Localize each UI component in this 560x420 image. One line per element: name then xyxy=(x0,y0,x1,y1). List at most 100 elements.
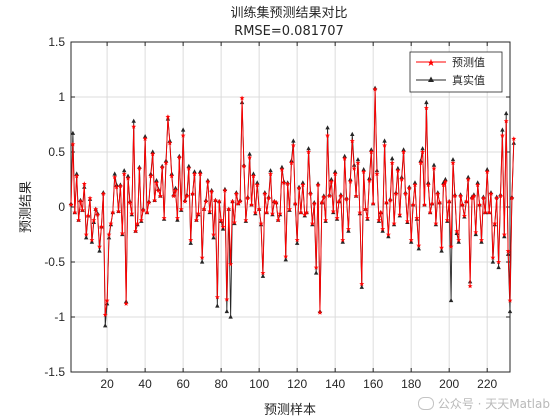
point-actual xyxy=(268,168,273,173)
point-predicted xyxy=(345,226,351,232)
point-predicted xyxy=(250,173,256,179)
point-predicted xyxy=(370,201,376,206)
point-predicted xyxy=(184,193,190,199)
point-actual xyxy=(412,180,418,185)
point-actual xyxy=(484,167,490,172)
point-predicted xyxy=(174,215,180,221)
point-actual xyxy=(122,168,127,173)
point-predicted xyxy=(283,253,289,259)
point-predicted xyxy=(144,209,150,215)
point-actual xyxy=(283,257,288,262)
chart-subtitle: RMSE=0.081707 xyxy=(234,24,344,39)
point-predicted xyxy=(313,264,319,270)
point-predicted xyxy=(266,195,272,201)
point-predicted xyxy=(169,173,175,179)
point-predicted xyxy=(458,193,464,199)
legend-box xyxy=(409,51,503,93)
point-actual xyxy=(355,157,361,162)
point-actual xyxy=(150,149,155,154)
point-predicted xyxy=(247,154,253,160)
point-predicted xyxy=(423,105,429,111)
point-actual xyxy=(448,297,454,303)
point-predicted xyxy=(467,283,473,289)
line-predicted xyxy=(70,89,515,315)
point-actual xyxy=(247,151,252,156)
point-predicted xyxy=(408,237,414,243)
point-predicted xyxy=(74,173,80,179)
point-predicted xyxy=(435,191,441,196)
point-predicted xyxy=(509,195,515,201)
point-predicted xyxy=(372,86,378,92)
legend: ★ 预测值 真实值 xyxy=(409,51,503,93)
legend-label-actual: 真实值 xyxy=(452,73,485,87)
point-predicted xyxy=(195,211,201,216)
point-predicted xyxy=(427,209,433,215)
point-actual xyxy=(359,284,364,289)
point-predicted xyxy=(498,193,503,199)
point-actual xyxy=(97,248,102,253)
point-predicted xyxy=(326,193,332,199)
point-predicted xyxy=(376,217,382,223)
point-predicted xyxy=(292,201,298,206)
point-actual xyxy=(332,169,338,174)
point-predicted xyxy=(98,224,104,229)
point-predicted xyxy=(68,202,74,207)
legend-marker-predicted: ★ xyxy=(427,58,436,69)
point-predicted xyxy=(140,207,146,213)
point-predicted xyxy=(460,202,465,207)
point-predicted xyxy=(364,215,370,221)
point-predicted xyxy=(167,140,173,146)
point-predicted xyxy=(256,206,262,212)
point-predicted xyxy=(93,206,99,212)
point-actual xyxy=(350,131,355,136)
point-predicted xyxy=(302,212,308,217)
point-predicted xyxy=(387,197,393,203)
point-predicted xyxy=(384,200,389,205)
point-predicted xyxy=(245,195,251,201)
point-predicted xyxy=(243,217,249,223)
y-tick-label: -1 xyxy=(54,310,65,324)
point-predicted xyxy=(300,182,306,188)
point-actual xyxy=(424,99,429,105)
point-predicted xyxy=(347,179,353,184)
point-predicted xyxy=(146,200,152,205)
point-predicted xyxy=(264,209,270,215)
point-predicted xyxy=(79,207,85,213)
point-predicted xyxy=(279,167,285,172)
point-predicted xyxy=(275,217,281,223)
chart-title: 训练集预测结果对比 xyxy=(230,5,347,21)
point-predicted xyxy=(505,248,511,254)
point-actual xyxy=(220,226,226,231)
x-tick-label: 180 xyxy=(401,377,421,391)
point-actual xyxy=(192,169,197,174)
point-predicted xyxy=(222,187,228,193)
point-predicted xyxy=(351,165,357,171)
point-predicted xyxy=(131,124,137,129)
point-actual xyxy=(142,134,148,139)
watermark-text: 公众号 · 天天Matlab xyxy=(437,397,550,411)
point-actual xyxy=(369,147,374,152)
point-predicted xyxy=(78,198,83,204)
point-predicted xyxy=(117,183,123,189)
point-predicted xyxy=(429,201,435,206)
y-tick-label: -1.5 xyxy=(44,365,65,379)
y-tick-label: 0 xyxy=(58,200,65,214)
point-predicted xyxy=(230,198,236,204)
point-predicted xyxy=(287,206,293,212)
point-predicted xyxy=(97,244,102,249)
point-predicted xyxy=(433,220,439,226)
point-actual xyxy=(490,259,496,264)
point-predicted xyxy=(281,180,287,185)
point-predicted xyxy=(473,229,479,235)
point-actual xyxy=(131,118,136,123)
point-predicted xyxy=(159,164,165,170)
point-predicted xyxy=(182,198,188,204)
point-predicted xyxy=(401,149,407,155)
point-predicted xyxy=(380,226,386,232)
point-actual xyxy=(450,157,456,162)
point-actual xyxy=(418,158,423,163)
point-actual xyxy=(215,303,220,308)
point-actual xyxy=(255,180,260,185)
point-predicted xyxy=(490,255,496,260)
point-predicted xyxy=(85,213,91,218)
